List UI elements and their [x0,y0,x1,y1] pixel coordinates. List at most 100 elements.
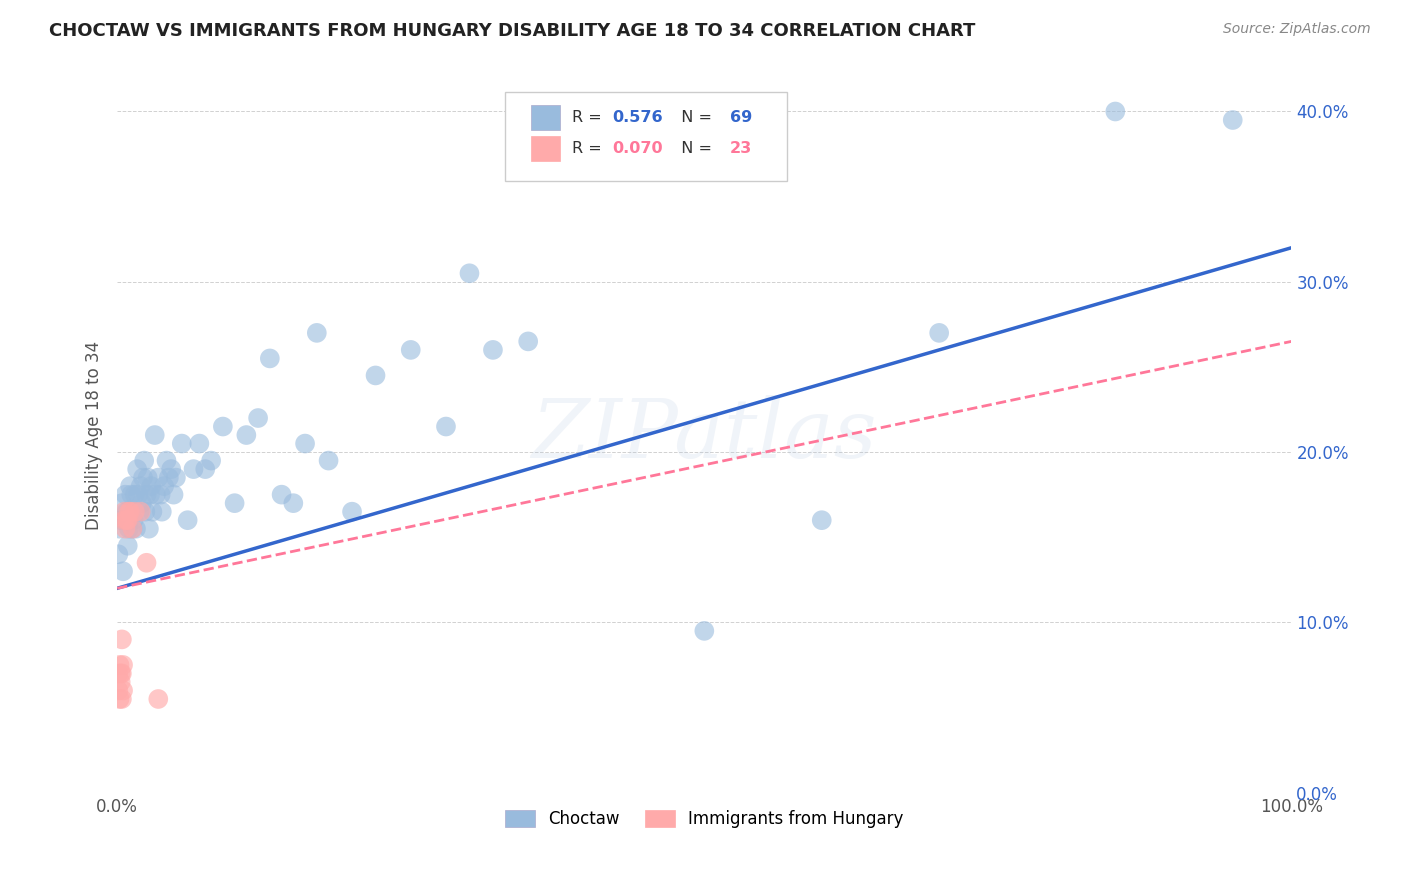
Point [111,496,134,510]
Point [693,624,716,638]
Point [124,488,146,502]
Point [305,326,328,340]
Point [170,436,193,450]
Point [157,470,180,484]
Point [117,513,139,527]
Point [120,488,142,502]
Point [160,462,183,476]
Point [150,505,173,519]
Text: CHOCTAW VS IMMIGRANTS FROM HUNGARY DISABILITY AGE 18 TO 34 CORRELATION CHART: CHOCTAW VS IMMIGRANTS FROM HUNGARY DISAB… [49,22,976,40]
Point [247,411,270,425]
FancyBboxPatch shape [530,136,560,161]
Point [118,505,141,519]
Point [188,436,211,450]
Point [112,683,135,698]
Point [153,479,176,493]
Point [111,692,134,706]
Point [135,488,157,502]
Point [121,522,143,536]
Point [134,453,156,467]
Point [165,470,187,484]
Point [108,522,131,536]
Point [141,479,163,493]
Point [149,488,172,502]
Text: N =: N = [672,110,717,125]
Point [127,462,149,476]
Point [200,453,222,467]
Point [1104,104,1126,119]
FancyBboxPatch shape [530,104,560,129]
Point [235,428,257,442]
Point [115,505,138,519]
Point [1222,113,1244,128]
Point [148,692,170,706]
Point [110,666,132,681]
Text: 69: 69 [730,110,752,125]
Point [517,334,540,349]
Point [110,513,132,527]
Point [114,488,136,502]
Point [112,657,135,672]
Point [141,505,163,519]
Point [148,470,170,484]
Point [138,522,160,536]
Point [108,692,131,706]
Point [399,343,422,357]
Point [115,513,138,527]
Point [340,505,363,519]
Point [458,266,481,280]
Point [434,419,457,434]
Point [125,522,148,536]
Point [111,666,134,681]
Point [107,547,129,561]
Point [127,488,149,502]
Point [294,436,316,450]
Point [270,488,292,502]
Point [928,326,950,340]
Point [129,505,152,519]
Point [139,488,162,502]
Point [107,683,129,698]
Point [112,564,135,578]
Text: Source: ZipAtlas.com: Source: ZipAtlas.com [1223,22,1371,37]
Point [112,513,135,527]
Legend: Choctaw, Immigrants from Hungary: Choctaw, Immigrants from Hungary [498,803,910,834]
Point [134,505,156,519]
Text: R =: R = [572,141,606,156]
Point [136,470,159,484]
Point [118,522,141,536]
Text: N =: N = [672,141,717,156]
Point [108,657,131,672]
Point [143,428,166,442]
Point [128,505,150,519]
Text: R =: R = [572,110,606,125]
Point [145,488,167,502]
Point [155,453,177,467]
Point [120,479,142,493]
Point [135,556,157,570]
Point [121,522,143,536]
Point [114,522,136,536]
Point [131,496,153,510]
Text: 23: 23 [730,141,752,156]
Point [129,479,152,493]
Point [212,419,235,434]
Point [120,505,142,519]
Point [112,505,135,519]
Text: 0.576: 0.576 [613,110,664,125]
Point [364,368,387,383]
Point [224,496,246,510]
Y-axis label: Disability Age 18 to 34: Disability Age 18 to 34 [86,341,103,530]
Point [183,462,205,476]
Point [259,351,281,366]
Point [107,666,129,681]
Point [117,539,139,553]
Point [112,513,135,527]
Point [124,505,146,519]
Text: ZIPatlas: ZIPatlas [531,395,877,475]
Point [122,513,145,527]
Point [482,343,505,357]
Point [162,488,184,502]
Point [810,513,832,527]
Point [194,462,217,476]
